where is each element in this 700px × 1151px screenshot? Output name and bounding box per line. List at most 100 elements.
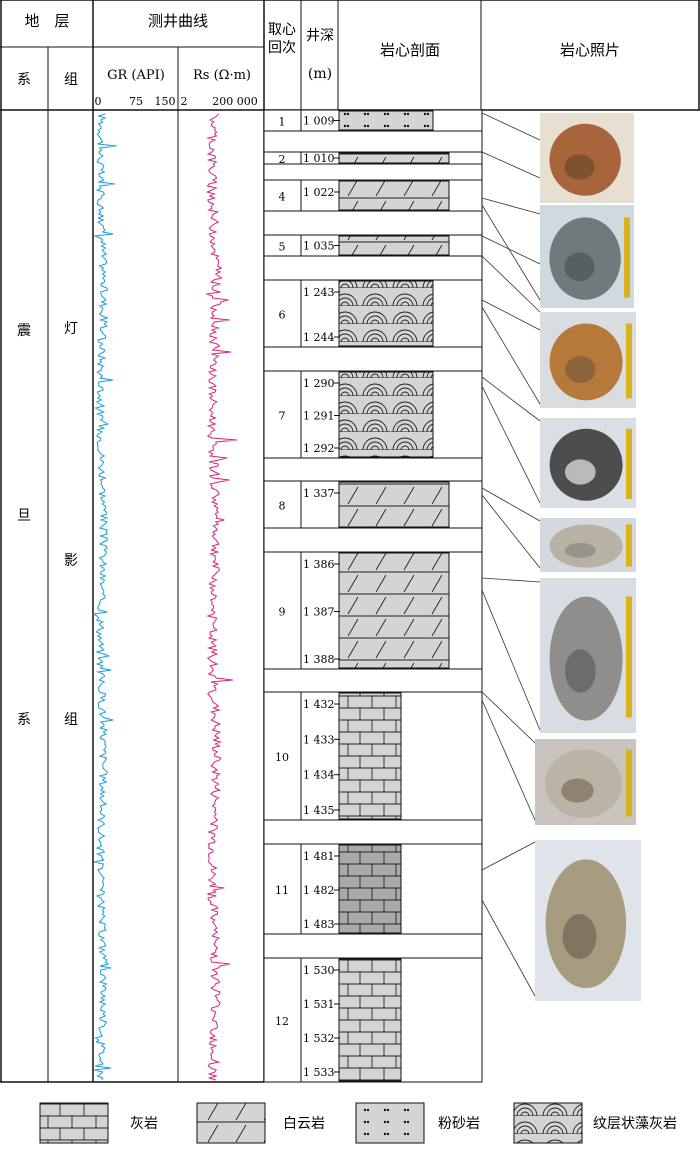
core-photo-4 — [540, 418, 636, 508]
depth-label: 1 481 — [303, 850, 335, 863]
legend-item-dolomite: 白云岩 — [196, 1102, 325, 1144]
run-number: 7 — [279, 410, 286, 423]
run-number: 12 — [275, 1015, 289, 1028]
run-number: 9 — [279, 606, 286, 619]
formation-char: 影 — [64, 553, 78, 569]
core-run-11: 11 1 481 1 482 1 483 — [263, 843, 483, 935]
header-logging-curves: 测井曲线 — [148, 12, 208, 30]
leader-line — [481, 255, 541, 313]
leader-line — [481, 577, 541, 583]
depth-label: 1 337 — [303, 487, 335, 500]
log-curves — [91, 113, 238, 1081]
depth-label: 1 530 — [303, 964, 335, 977]
legend-label: 白云岩 — [283, 1116, 325, 1132]
leader-line — [481, 306, 541, 405]
legend-swatch — [196, 1102, 266, 1144]
depth-label: 1 243 — [303, 286, 335, 299]
leader-line — [481, 376, 541, 422]
lithology-column-limestone — [338, 958, 402, 1082]
core-texture — [564, 356, 596, 384]
depth-label: 1 435 — [303, 804, 335, 817]
legend-swatch — [39, 1102, 109, 1144]
photo-leader-lines — [481, 112, 541, 997]
core-texture — [564, 154, 595, 180]
core-photo-7 — [535, 739, 636, 825]
rs-curve — [205, 113, 238, 1081]
legend-item-limestone: 灰岩 — [39, 1102, 158, 1144]
run-gap-row — [263, 210, 483, 236]
gr-tick-label: 0 — [95, 95, 102, 108]
table-grid — [0, 0, 700, 1083]
core-texture — [564, 252, 595, 282]
leader-line — [481, 841, 536, 871]
lithology-column-dolomite — [338, 180, 450, 211]
core-texture — [564, 649, 596, 693]
core-run-2: 2 1 010 — [263, 151, 483, 166]
legend-label: 灰岩 — [130, 1116, 158, 1132]
lithology-column-dolomite — [338, 235, 450, 256]
run-number: 4 — [279, 191, 286, 204]
lithology-column-algal — [338, 371, 434, 458]
depth-label: 1 387 — [303, 606, 335, 619]
legend-swatch — [513, 1102, 583, 1144]
lithology-column-dolomite — [338, 481, 450, 528]
core-photo-5 — [540, 518, 636, 572]
depth-label: 1 483 — [303, 918, 335, 931]
ruler-scale — [626, 524, 632, 567]
run-number: 8 — [279, 500, 286, 513]
core-run-8: 8 1 337 — [263, 480, 483, 529]
ruler-scale — [626, 749, 632, 817]
legend-label: 纹层状藻灰岩 — [593, 1116, 677, 1132]
gr-curve — [91, 113, 117, 1081]
core-run-1: 1 1 009 — [263, 109, 483, 132]
depth-label: 1 386 — [303, 558, 335, 571]
leader-line — [481, 299, 541, 331]
core-run-12: 12 1 530 1 531 1 532 1 533 — [263, 957, 483, 1083]
header-formation: 组 — [64, 72, 78, 88]
run-gap-row — [263, 163, 483, 181]
depth-label: 1 531 — [303, 998, 335, 1011]
depth-label: 1 035 — [303, 240, 335, 253]
run-gap-row — [263, 819, 483, 845]
core-photo-2 — [540, 205, 634, 308]
core-texture — [561, 778, 594, 803]
depth-label: 1 388 — [303, 653, 335, 666]
run-number: 5 — [279, 241, 286, 254]
depth-label: 1 291 — [303, 410, 335, 423]
leader-line — [481, 112, 541, 141]
depth-label: 1 432 — [303, 698, 335, 711]
leader-line — [481, 589, 541, 731]
system-char: 系 — [17, 712, 31, 728]
run-gap-row — [263, 527, 483, 553]
run-gap-row — [263, 346, 483, 372]
lithology-column-siltstone — [338, 110, 434, 131]
header-rs-label: Rs (Ω·m) — [193, 68, 251, 83]
core-photos — [535, 113, 641, 1001]
header-core-photo: 岩心照片 — [560, 41, 620, 59]
system-char: 旦 — [17, 508, 31, 524]
legend-label: 粉砂岩 — [438, 1116, 480, 1132]
lithology-legend: 灰岩 白云岩 粉砂岩 纹层状藻灰岩 — [39, 1102, 677, 1144]
header-well-depth: 井深 — [306, 28, 334, 44]
ruler-scale — [624, 217, 630, 298]
leader-line — [481, 204, 541, 301]
curve-tick-labels: 0 75 150 2 200 000 — [95, 95, 258, 108]
run-gap-row — [263, 933, 483, 959]
header-core-profile: 岩心剖面 — [380, 41, 440, 59]
core-run-9: 9 1 386 1 387 1 388 — [263, 551, 483, 670]
system-char: 震 — [17, 323, 31, 339]
depth-label: 1 434 — [303, 769, 335, 782]
lithology-column-dolomite — [338, 152, 450, 164]
depth-label: 1 009 — [303, 115, 335, 128]
header-core-run: 取心 — [268, 22, 296, 38]
run-number: 6 — [279, 309, 286, 322]
core-run-4: 4 1 022 — [263, 179, 483, 212]
ruler-scale — [626, 428, 632, 499]
core-runs: 1 1 009 2 1 010 4 1 022 5 1 035 6 1 243 1 244 7 1 29… — [263, 109, 483, 1083]
lithology-column-algal — [338, 280, 434, 347]
core-run-5: 5 1 035 — [263, 234, 483, 257]
header-gr-label: GR (API) — [107, 68, 165, 83]
header-core-run: 回次 — [268, 40, 296, 56]
